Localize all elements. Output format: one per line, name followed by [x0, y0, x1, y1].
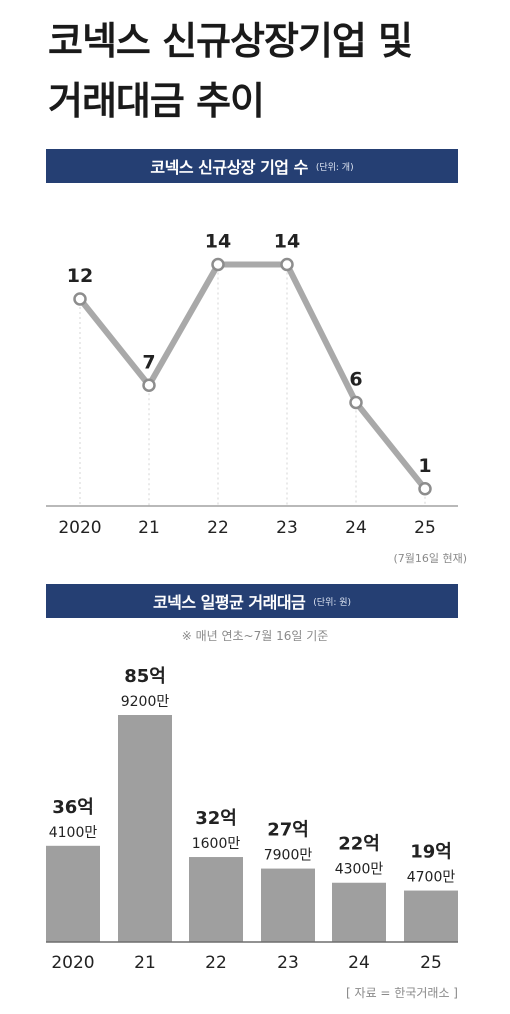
line-chart-tick-label: 22: [207, 518, 229, 538]
bar-chart-bar: [46, 845, 100, 942]
line-chart-unit: (단위: 개): [315, 162, 354, 173]
line-chart-tick-label: 2020: [58, 518, 101, 538]
line-chart-value-label: 6: [349, 369, 362, 391]
line-chart-marker: [142, 378, 156, 392]
line-chart-marker: [349, 395, 363, 410]
bar-chart-value-sublabel: 4300만: [335, 862, 384, 878]
bar-chart-tick-label: 2020: [51, 953, 94, 973]
bar-chart-tick-label: 22: [205, 953, 227, 973]
page-title-line2: 거래대금 추이: [48, 79, 265, 123]
line-chart-tick-label: 21: [138, 518, 160, 538]
bar-chart-tick-label: 21: [134, 953, 156, 973]
bar-chart-tick-label: 24: [348, 953, 370, 973]
bar-chart-banner: 코넥스 일평균 거래대금 (단위: 원): [46, 584, 458, 618]
line-chart-marker: [211, 257, 225, 272]
bar-chart-unit: (단위: 원): [313, 597, 352, 608]
bar-chart-value-label: 22억: [338, 834, 380, 855]
bar-chart-value-sublabel: 9200만: [121, 694, 170, 710]
bar-chart-note: ※ 매년 연초~7월 16일 기준: [181, 629, 329, 643]
bar-chart-bar: [261, 868, 315, 942]
line-chart-value-label: 14: [274, 231, 300, 253]
line-chart-value-label: 14: [205, 231, 231, 253]
bar-chart-tick-label: 25: [420, 953, 442, 973]
bar-chart-value-label: 32억: [195, 808, 237, 829]
bar-chart-value-label: 36억: [52, 797, 94, 818]
line-chart-note: (7월16일 현재): [393, 552, 467, 565]
line-chart: 12 7 14 14 6 1 2020 21 22 23 24 25: [46, 231, 458, 538]
line-chart-tick-label: 25: [414, 518, 436, 538]
bar-chart-bar: [404, 890, 458, 942]
line-chart-marker: [280, 257, 294, 272]
bar-chart: 36억 4100만 2020 85억 9200만 21 32억 1600만 22 27억 7900만…: [46, 666, 458, 973]
bar-chart-value-sublabel: 4100만: [49, 825, 98, 841]
line-chart-marker: [418, 482, 432, 496]
line-chart-marker: [73, 292, 87, 306]
bar-chart-value-label: 27억: [267, 820, 309, 841]
bar-chart-bar: [189, 857, 243, 942]
bar-chart-value-sublabel: 7900만: [264, 848, 313, 864]
source-note: [ 자료 = 한국거래소 ]: [346, 986, 458, 1000]
bar-chart-value-sublabel: 1600만: [192, 836, 241, 852]
line-chart-title: 코넥스 신규상장 기업 수: [150, 158, 308, 177]
bar-chart-title: 코넥스 일평균 거래대금: [152, 593, 306, 612]
bar-chart-value-sublabel: 4700만: [407, 870, 456, 886]
page-title-line1: 코넥스 신규상장기업 및: [48, 19, 413, 63]
bar-chart-tick-label: 23: [277, 953, 299, 973]
bar-chart-bar: [332, 882, 386, 942]
line-chart-value-label: 1: [418, 455, 431, 477]
line-chart-tick-label: 24: [345, 518, 367, 538]
bar-chart-value-label: 19억: [410, 842, 452, 863]
bar-chart-value-label: 85억: [124, 666, 166, 687]
line-chart-series: [77, 261, 428, 492]
line-chart-value-label: 7: [142, 351, 155, 373]
line-chart-tick-label: 23: [276, 518, 298, 538]
bar-chart-bar: [118, 715, 172, 942]
line-chart-banner: 코넥스 신규상장 기업 수 (단위: 개): [46, 149, 458, 183]
line-chart-value-label: 12: [67, 265, 93, 287]
